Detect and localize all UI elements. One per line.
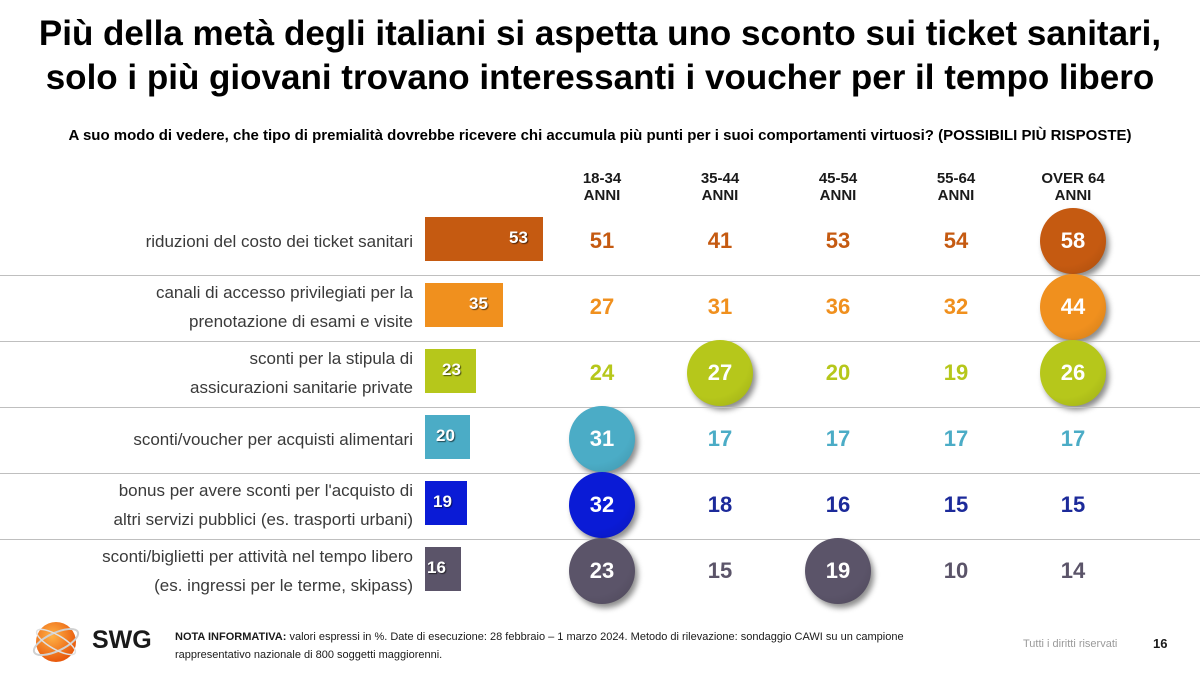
value-cell: 20 (805, 340, 871, 406)
copyright-notice: Tutti i diritti riservati (1023, 638, 1117, 650)
column-header-1: 35-44 ANNI (665, 170, 775, 204)
row-label-line: (es. ingressi per le terme, skipass) (20, 571, 413, 600)
page-title: Più della metà degli italiani si aspetta… (0, 12, 1200, 100)
value-cell: 27 (569, 274, 635, 340)
highlighted-value-circle: 26 (1040, 340, 1106, 406)
value-cell: 17 (805, 406, 871, 472)
column-header-age: 35-44 (665, 170, 775, 187)
survey-question: A suo modo di vedere, che tipo di premia… (0, 127, 1200, 144)
value-cell: 15 (923, 472, 989, 538)
column-header-age: 55-64 (901, 170, 1011, 187)
column-header-unit: ANNI (901, 187, 1011, 204)
value-cell: 54 (923, 208, 989, 274)
row-label-line: prenotazione di esami e visite (20, 307, 413, 336)
row-label: sconti/biglietti per attività nel tempo … (20, 542, 413, 600)
highlighted-value-circle: 23 (569, 538, 635, 604)
value-cell: 36 (805, 274, 871, 340)
value-cell: 17 (1040, 406, 1106, 472)
column-header-0: 18-34 ANNI (547, 170, 657, 204)
row-label-line: sconti/biglietti per attività nel tempo … (20, 542, 413, 571)
value-cell: 15 (687, 538, 753, 604)
total-bar-label: 23 (442, 360, 461, 380)
value-cell: 16 (805, 472, 871, 538)
row-label-line: bonus per avere sconti per l'acquisto di (20, 476, 413, 505)
column-header-2: 45-54 ANNI (783, 170, 893, 204)
value-cell: 14 (1040, 538, 1106, 604)
footnote-text-1: valori espressi in %. Date di esecuzione… (286, 631, 903, 643)
column-header-age: 18-34 (547, 170, 657, 187)
total-bar-label: 16 (427, 558, 446, 578)
title-line-2: solo i più giovani trovano interessanti … (0, 56, 1200, 100)
row-label: canali di accesso privilegiati per la pre… (20, 278, 413, 336)
column-header-age: OVER 64 (1018, 170, 1128, 187)
column-header-unit: ANNI (783, 187, 893, 204)
value-cell: 51 (569, 208, 635, 274)
row-label-line: altri servizi pubblici (es. trasporti ur… (20, 505, 413, 534)
highlighted-value-circle: 27 (687, 340, 753, 406)
column-header-unit: ANNI (547, 187, 657, 204)
total-bar (425, 283, 503, 327)
column-header-age: 45-54 (783, 170, 893, 187)
swg-globe-logo-icon (32, 618, 88, 670)
value-cell: 32 (923, 274, 989, 340)
value-cell: 18 (687, 472, 753, 538)
value-cell: 17 (687, 406, 753, 472)
brand-name: SWG (92, 626, 152, 655)
page-number: 16 (1153, 636, 1167, 651)
row-label-line: assicurazioni sanitarie private (20, 373, 413, 402)
value-cell: 15 (1040, 472, 1106, 538)
row-label-line: sconti/voucher per acquisti alimentari (20, 425, 413, 454)
row-label-line: canali di accesso privilegiati per la (20, 278, 413, 307)
total-bar-label: 53 (509, 228, 528, 248)
title-line-1: Più della metà degli italiani si aspetta… (0, 12, 1200, 56)
row-label-line: riduzioni del costo dei ticket sanitari (20, 227, 413, 256)
row-label: riduzioni del costo dei ticket sanitari (20, 227, 413, 256)
value-cell: 41 (687, 208, 753, 274)
total-bar-label: 20 (436, 426, 455, 446)
row-label: bonus per avere sconti per l'acquisto di… (20, 476, 413, 534)
footnote-text-2: rappresentativo nazionale di 800 soggett… (175, 649, 442, 661)
value-cell: 10 (923, 538, 989, 604)
value-cell: 31 (687, 274, 753, 340)
highlighted-value-circle: 58 (1040, 208, 1106, 274)
column-header-3: 55-64 ANNI (901, 170, 1011, 204)
value-cell: 24 (569, 340, 635, 406)
highlighted-value-circle: 32 (569, 472, 635, 538)
row-label-line: sconti per la stipula di (20, 344, 413, 373)
highlighted-value-circle: 31 (569, 406, 635, 472)
value-cell: 19 (923, 340, 989, 406)
column-header-unit: ANNI (1018, 187, 1128, 204)
column-header-4: OVER 64 ANNI (1018, 170, 1128, 204)
value-cell: 53 (805, 208, 871, 274)
highlighted-value-circle: 19 (805, 538, 871, 604)
column-header-unit: ANNI (665, 187, 775, 204)
highlighted-value-circle: 44 (1040, 274, 1106, 340)
row-label: sconti per la stipula di assicurazioni sa… (20, 344, 413, 402)
footnote-label: NOTA INFORMATIVA: (175, 631, 286, 643)
footnote: NOTA INFORMATIVA: valori espressi in %. … (175, 628, 995, 664)
value-cell: 17 (923, 406, 989, 472)
row-label: sconti/voucher per acquisti alimentari (20, 425, 413, 454)
total-bar-label: 19 (433, 492, 452, 512)
total-bar-label: 35 (469, 294, 488, 314)
